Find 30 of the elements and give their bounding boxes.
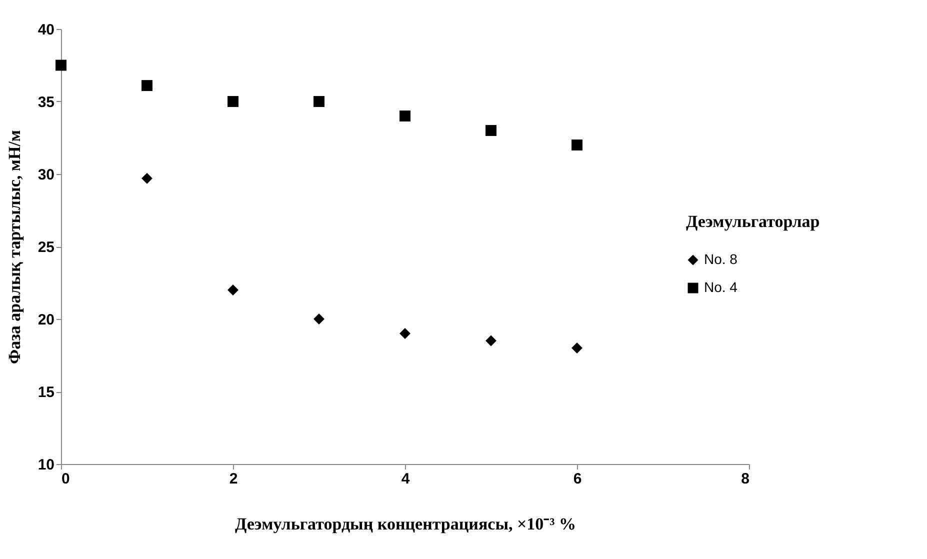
legend-title: Деэмульгаторлар [686, 212, 820, 231]
point [314, 96, 324, 107]
point [400, 328, 410, 339]
point [142, 80, 152, 92]
y-tick-label: 25 [38, 239, 54, 256]
legend-label: No. 4 [704, 279, 738, 295]
point [400, 110, 410, 122]
x-tick-label: 4 [401, 470, 410, 488]
x-tick-label: 6 [573, 470, 582, 488]
legend-label: No. 8 [704, 251, 738, 267]
y-tick-label: 40 [38, 22, 54, 38]
x-tick-label: 8 [741, 470, 750, 488]
y-tick-label: 20 [38, 312, 54, 328]
y-tick-label: 10 [38, 456, 54, 474]
point [56, 60, 66, 71]
x-axis-title: Деэмульгатордың концентрациясы, ×10⁻³ % [234, 514, 576, 534]
point [572, 140, 582, 150]
y-axis-title: Фаза аралық тартылыс, мН/м [4, 130, 24, 364]
y-tick-label: 30 [38, 166, 54, 184]
x-tick-label: 0 [62, 470, 70, 488]
x-tick-label: 2 [229, 470, 238, 488]
point [228, 96, 238, 107]
point [572, 342, 582, 354]
point [314, 314, 324, 324]
y-tick-label: 35 [38, 94, 54, 111]
point [486, 335, 496, 346]
point [486, 125, 496, 136]
y-tick-label: 15 [38, 384, 54, 401]
point [142, 172, 152, 184]
point [228, 284, 238, 296]
